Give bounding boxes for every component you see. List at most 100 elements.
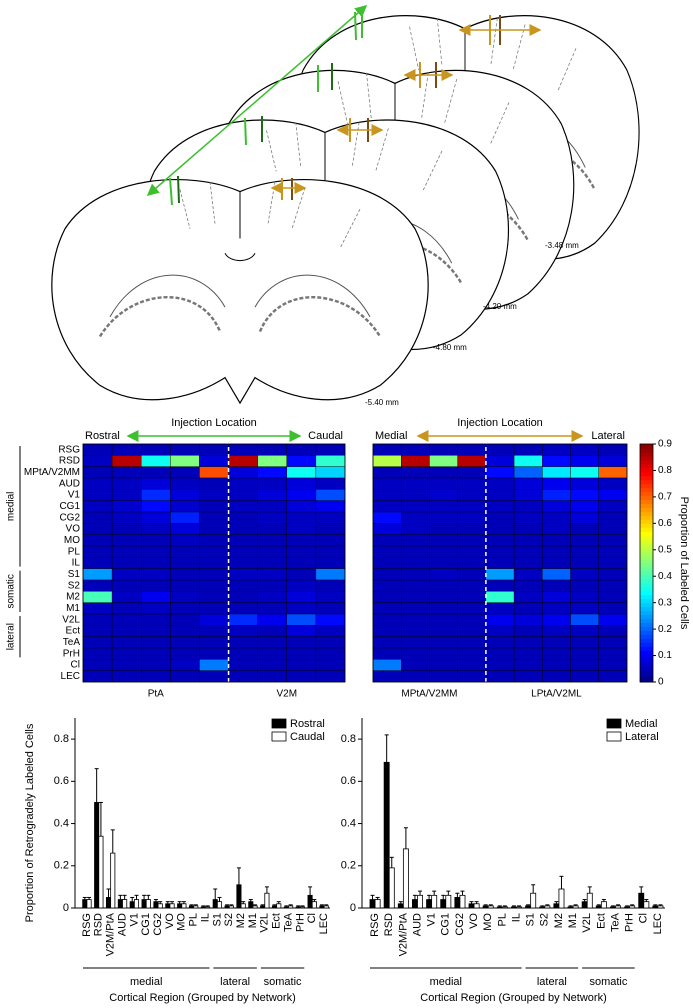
heatmap-cell [82, 477, 113, 490]
colorbar-step [640, 503, 653, 508]
heatmap-cell [286, 568, 317, 581]
x-tick-label: IL [199, 913, 211, 922]
heatmap-cell [372, 636, 402, 649]
bar [323, 905, 329, 909]
bar [440, 899, 447, 909]
heatmap-cell [141, 659, 171, 671]
heatmap-cell [141, 613, 171, 626]
bar [181, 903, 187, 909]
bar [586, 892, 593, 909]
x-tick-label: VO [164, 913, 176, 929]
heatmap-cell [111, 477, 142, 490]
colorbar-step [640, 630, 653, 635]
bar [122, 899, 128, 909]
bar [94, 802, 100, 909]
heatmap-cell [315, 557, 346, 569]
heatmap-cell [257, 568, 287, 581]
heatmap-cell [542, 647, 571, 660]
x-tick-label: MO [176, 913, 188, 931]
x-tick-label: PrH [294, 913, 306, 932]
heatmap-cell [141, 647, 171, 660]
heatmap-cell [542, 466, 571, 479]
bar [153, 901, 159, 909]
heatmap-cell [429, 466, 458, 479]
row-label: V2L [62, 614, 80, 625]
heatmap-cell [111, 500, 142, 513]
heatmap-cell [170, 568, 200, 581]
bar [383, 761, 390, 909]
heatmap-cell [598, 613, 628, 626]
bar [412, 899, 418, 909]
bar [388, 867, 395, 909]
heatmap-cell [111, 534, 142, 547]
heatmap-cell [372, 625, 402, 637]
heatmap-cell [111, 443, 142, 456]
heatmap-cell [257, 591, 287, 603]
heatmap-cell [598, 534, 628, 547]
network-label: somatic [589, 976, 627, 988]
legend-swatch [606, 718, 622, 729]
direction-label: Medial [375, 430, 407, 442]
heatmap-cell [257, 647, 287, 660]
heatmap-cell [111, 659, 142, 671]
bar [374, 899, 381, 909]
heatmap-cell [542, 636, 571, 649]
heatmap-cell [372, 557, 402, 569]
heatmap-cell [542, 489, 571, 501]
x-tick-label: PrH [624, 913, 636, 932]
heatmap-cell [286, 579, 317, 592]
heatmap-cell [82, 579, 113, 592]
heatmap-cell [111, 511, 142, 524]
colorbar-step [640, 662, 653, 667]
heatmap-cell [111, 613, 142, 626]
heatmap-cell [111, 625, 142, 637]
bar [473, 903, 480, 909]
heatmap-cell [228, 534, 258, 547]
heatmap-cell [513, 455, 543, 467]
heatmap-cell [485, 568, 515, 581]
legend-swatch [271, 718, 287, 729]
heatmap-cell [372, 579, 402, 592]
bar [307, 894, 313, 909]
bar [615, 905, 621, 909]
heatmap-cell [429, 670, 458, 683]
x-tick-label: M2 [235, 913, 247, 928]
heatmap-cell [485, 511, 515, 524]
bar [271, 905, 278, 909]
heatmap-cell [170, 489, 200, 501]
row-label: Cl [71, 660, 80, 671]
bar [516, 906, 522, 909]
heatmap-cell [401, 557, 430, 569]
heatmap-cell [485, 545, 515, 558]
bar [299, 906, 306, 909]
heatmap-cell [199, 625, 229, 637]
colorbar-frame [639, 443, 654, 683]
bar [600, 901, 607, 909]
heatmap-cell [513, 557, 543, 569]
heatmap-cell [570, 557, 599, 569]
heatmap-cell [542, 613, 571, 626]
heatmap-cell [199, 489, 229, 501]
heatmap-cell [429, 568, 458, 581]
heatmap-cell [401, 545, 430, 558]
heatmap-cell [82, 545, 113, 558]
heatmap-cell [111, 489, 142, 501]
heatmap-cell [542, 443, 571, 456]
colorbar-step [640, 590, 653, 596]
heatmap-cell [257, 523, 287, 535]
heatmap-cell [82, 500, 113, 513]
heatmap-cell [542, 625, 571, 637]
bar [188, 905, 195, 909]
row-label: IL [72, 558, 81, 569]
heatmap-cell [542, 545, 571, 558]
heatmap-cell [111, 591, 142, 603]
network-label: somatic [264, 976, 302, 988]
row-label: Ect [66, 626, 81, 637]
heatmap-cell [199, 602, 229, 615]
heatmap-cell [401, 534, 430, 547]
bar [240, 903, 246, 909]
colorbar-step [640, 606, 653, 612]
heatmap-cell [401, 523, 430, 535]
heatmap-cell [141, 455, 171, 467]
heatmap-cell [513, 579, 543, 592]
